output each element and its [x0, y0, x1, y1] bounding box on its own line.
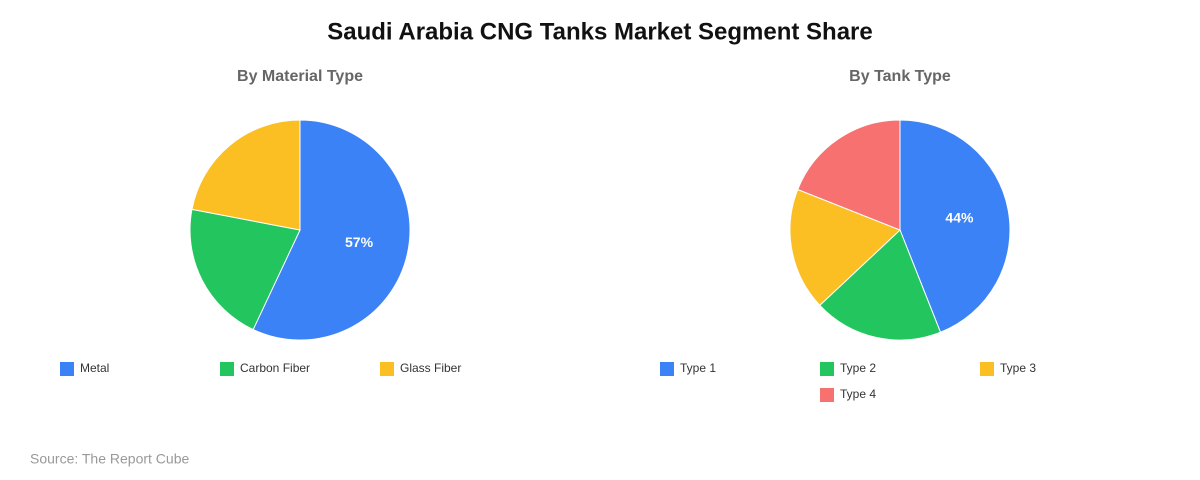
- legend-swatch: [820, 362, 834, 376]
- chart-subtitle: By Tank Type: [849, 68, 951, 85]
- legend-label: Metal: [80, 361, 109, 375]
- legend-label: Carbon Fiber: [240, 361, 310, 375]
- chart-subtitle: By Material Type: [237, 68, 363, 85]
- legend-swatch: [60, 362, 74, 376]
- legend-label: Type 1: [680, 361, 716, 375]
- slice-label: 44%: [945, 209, 974, 225]
- legend-swatch: [220, 362, 234, 376]
- legend-swatch: [380, 362, 394, 376]
- pie-slice: [252, 119, 411, 341]
- pie-slice: [191, 119, 301, 231]
- pie-slice: [899, 119, 1011, 333]
- legend-swatch: [980, 362, 994, 376]
- legend-swatch: [660, 362, 674, 376]
- legend-label: Glass Fiber: [400, 361, 461, 375]
- pie-slice: [189, 208, 301, 331]
- pie-slice: [797, 119, 901, 231]
- pie-slice: [819, 229, 942, 341]
- slice-label: 57%: [345, 234, 374, 250]
- pie-slice: [789, 188, 901, 307]
- page-title: Saudi Arabia CNG Tanks Market Segment Sh…: [327, 18, 873, 45]
- legend-label: Type 2: [840, 361, 876, 375]
- legend-swatch: [820, 388, 834, 402]
- legend-label: Type 4: [840, 387, 876, 401]
- source: Source: The Report Cube: [30, 451, 189, 467]
- legend-label: Type 3: [1000, 361, 1036, 375]
